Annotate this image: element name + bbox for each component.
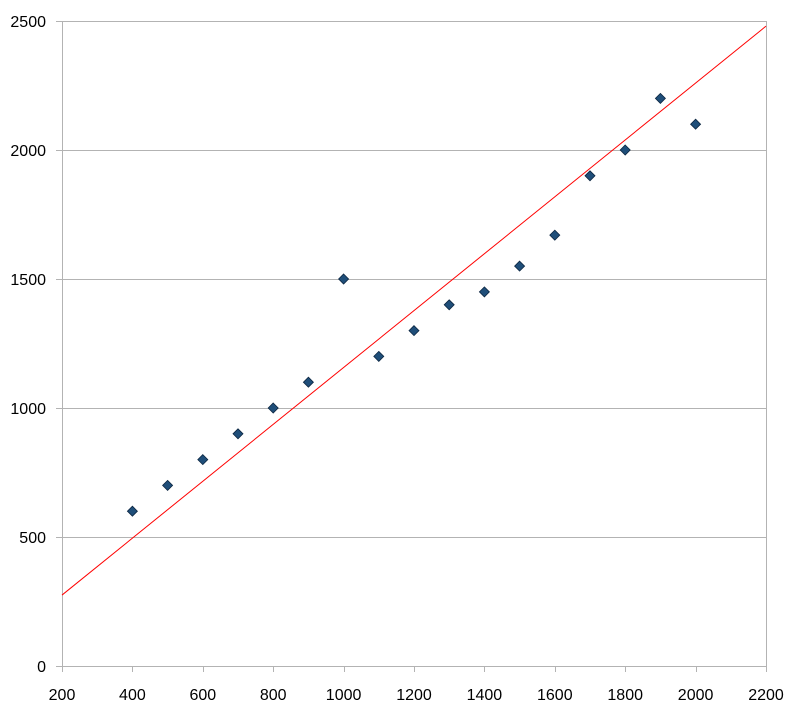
- data-point: [302, 376, 314, 388]
- x-tick-label: 1800: [607, 687, 643, 704]
- x-tick-label: 2200: [748, 687, 784, 704]
- x-tick-label: 400: [119, 687, 146, 704]
- trendline-layer: [61, 25, 767, 596]
- data-point: [690, 118, 702, 130]
- data-point: [373, 350, 385, 362]
- data-point: [619, 144, 631, 156]
- y-tick-label: 1500: [10, 272, 46, 289]
- y-tick-label: 2000: [10, 143, 46, 160]
- x-tick-label: 600: [189, 687, 216, 704]
- y-tick-label: 2500: [10, 14, 46, 31]
- data-points: [126, 92, 702, 517]
- data-point: [267, 402, 279, 414]
- gridlines: [62, 21, 766, 538]
- y-axis-tick-labels: 0 500 1000 1500 2000 2500: [10, 14, 46, 676]
- data-point: [338, 273, 350, 285]
- axes: [56, 21, 767, 672]
- data-point: [654, 92, 666, 104]
- data-point: [478, 286, 490, 298]
- x-tick-label: 1200: [396, 687, 432, 704]
- x-tick-label: 800: [260, 687, 287, 704]
- data-point: [549, 229, 561, 241]
- y-tick-label: 0: [37, 659, 46, 676]
- data-point: [408, 325, 420, 337]
- data-point: [514, 260, 526, 272]
- x-tick-label: 1000: [326, 687, 362, 704]
- x-tick-label: 1400: [467, 687, 503, 704]
- x-tick-label: 1600: [537, 687, 573, 704]
- data-point: [584, 170, 596, 182]
- data-point: [126, 505, 138, 517]
- x-tick-label: 2000: [678, 687, 714, 704]
- data-point: [162, 479, 174, 491]
- y-tick-label: 1000: [10, 401, 46, 418]
- data-point: [197, 454, 209, 466]
- data-point: [443, 299, 455, 311]
- x-axis-tick-labels: 200 400 600 800 1000 1200 1400 1600 1800 2000 2200: [49, 687, 784, 704]
- x-tick-label: 200: [49, 687, 76, 704]
- trendline: [61, 25, 767, 596]
- data-point: [232, 428, 244, 440]
- y-tick-label: 500: [19, 530, 46, 547]
